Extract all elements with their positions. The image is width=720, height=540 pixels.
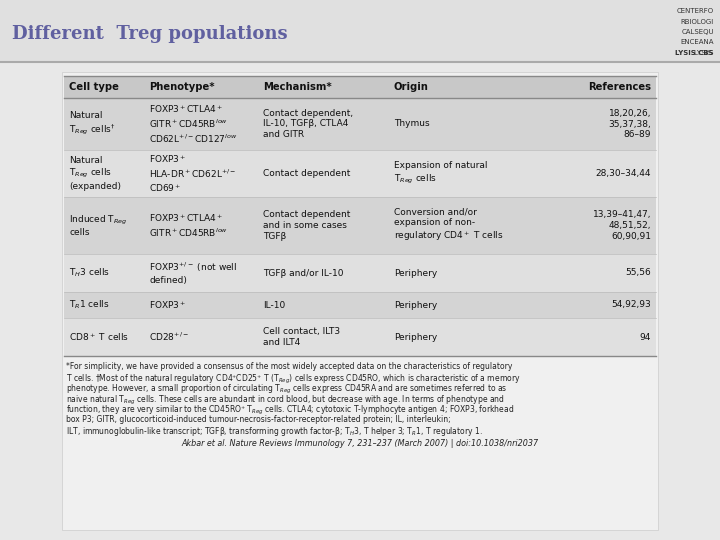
FancyBboxPatch shape	[64, 318, 656, 356]
Text: Contact dependent,
IL-10, TGFβ, CTLA4
and GITR: Contact dependent, IL-10, TGFβ, CTLA4 an…	[263, 109, 353, 139]
Text: Periphery: Periphery	[394, 333, 437, 341]
Text: CENTERFO: CENTERFO	[677, 8, 714, 14]
Text: FOXP3$^+$: FOXP3$^+$	[149, 299, 186, 311]
FancyBboxPatch shape	[64, 292, 656, 318]
Text: CD28$^{+/-}$: CD28$^{+/-}$	[149, 331, 189, 343]
Text: T$_H$3 cells: T$_H$3 cells	[69, 267, 110, 279]
Text: FOXP3$^+$CTLA4$^+$
GITR$^+$CD45RB$^{low}$
CD62L$^{+/-}$CD127$^{low}$: FOXP3$^+$CTLA4$^+$ GITR$^+$CD45RB$^{low}…	[149, 103, 238, 145]
Text: Phenotype*: Phenotype*	[149, 82, 215, 92]
Text: LYSIS: LYSIS	[694, 50, 714, 56]
Text: Induced T$_{Reg}$
cells: Induced T$_{Reg}$ cells	[69, 214, 127, 238]
Text: ENCEANA: ENCEANA	[680, 39, 714, 45]
Text: 13,39–41,47,
48,51,52,
60,90,91: 13,39–41,47, 48,51,52, 60,90,91	[593, 210, 651, 241]
Text: naive natural T$_{Reg}$ cells. These cells are abundant in cord blood, but decre: naive natural T$_{Reg}$ cells. These cel…	[66, 394, 505, 407]
Text: FOXP3$^{+/-}$ (not well
defined): FOXP3$^{+/-}$ (not well defined)	[149, 261, 237, 285]
Text: 55,56: 55,56	[625, 268, 651, 278]
Text: Origin: Origin	[394, 82, 429, 92]
Text: CALSEQU: CALSEQU	[681, 29, 714, 35]
Text: T cells. †Most of the natural regulatory CD4⁺CD25⁺ T (T$_{Reg}$) cells express C: T cells. †Most of the natural regulatory…	[66, 373, 521, 386]
FancyBboxPatch shape	[62, 72, 658, 530]
Text: Cell contact, ILT3
and ILT4: Cell contact, ILT3 and ILT4	[263, 327, 340, 347]
Text: IL-10: IL-10	[263, 300, 285, 309]
Text: 54,92,93: 54,92,93	[611, 300, 651, 309]
FancyBboxPatch shape	[64, 197, 656, 254]
FancyBboxPatch shape	[0, 0, 720, 62]
Text: function, they are very similar to the CD45RO⁺ T$_{Reg}$ cells. CTLA4; cytotoxic: function, they are very similar to the C…	[66, 404, 514, 417]
Text: Periphery: Periphery	[394, 268, 437, 278]
Text: ILT, immunoglobulin-like transcript; TGFβ, transforming growth factor-β; T$_H$3,: ILT, immunoglobulin-like transcript; TGF…	[66, 425, 483, 438]
Text: Thymus: Thymus	[394, 119, 430, 129]
FancyBboxPatch shape	[64, 98, 656, 150]
Text: phenotype. However, a small proportion of circulating T$_{Reg}$ cells express CD: phenotype. However, a small proportion o…	[66, 383, 508, 396]
Text: 94: 94	[639, 333, 651, 341]
Text: *For simplicity, we have provided a consensus of the most widely accepted data o: *For simplicity, we have provided a cons…	[66, 362, 513, 371]
Text: References: References	[588, 82, 651, 92]
Text: Conversion and/or
expansion of non-
regulatory CD4$^+$ T cells: Conversion and/or expansion of non- regu…	[394, 207, 503, 244]
Text: Periphery: Periphery	[394, 300, 437, 309]
Text: 18,20,26,
35,37,38,
86–89: 18,20,26, 35,37,38, 86–89	[608, 109, 651, 139]
Text: Different  Treg populations: Different Treg populations	[12, 25, 287, 43]
Text: FOXP3$^+$CTLA4$^+$
GITR$^+$CD45RB$^{low}$: FOXP3$^+$CTLA4$^+$ GITR$^+$CD45RB$^{low}…	[149, 212, 228, 239]
Text: LYSIS CBS: LYSIS CBS	[675, 50, 714, 56]
Text: Cell type: Cell type	[69, 82, 119, 92]
Text: CD8$^+$ T cells: CD8$^+$ T cells	[69, 331, 129, 343]
FancyBboxPatch shape	[64, 254, 656, 292]
FancyBboxPatch shape	[64, 76, 656, 98]
Text: RBIOLOGI: RBIOLOGI	[680, 18, 714, 24]
Text: Mechanism*: Mechanism*	[263, 82, 332, 92]
Text: T$_R$1 cells: T$_R$1 cells	[69, 299, 109, 311]
Text: Contact dependent: Contact dependent	[263, 169, 351, 178]
Text: Contact dependent
and in some cases
TGFβ: Contact dependent and in some cases TGFβ	[263, 210, 351, 241]
Text: Natural
T$_{Reg}$ cells$^{\dagger}$: Natural T$_{Reg}$ cells$^{\dagger}$	[69, 111, 115, 137]
Text: FOXP3$^+$
HLA-DR$^+$CD62L$^{+/-}$
CD69$^+$: FOXP3$^+$ HLA-DR$^+$CD62L$^{+/-}$ CD69$^…	[149, 153, 236, 194]
Text: Natural
T$_{Reg}$ cells
(expanded): Natural T$_{Reg}$ cells (expanded)	[69, 156, 121, 191]
Text: box P3; GITR, glucocorticoid-induced tumour-necrosis-factor-receptor-related pro: box P3; GITR, glucocorticoid-induced tum…	[66, 415, 451, 423]
Text: TGFβ and/or IL-10: TGFβ and/or IL-10	[263, 268, 343, 278]
Text: Expansion of natural
T$_{Reg}$ cells: Expansion of natural T$_{Reg}$ cells	[394, 161, 487, 186]
Text: 28,30–34,44: 28,30–34,44	[595, 169, 651, 178]
Text: Akbar et al. Nature Reviews Immunology 7, 231–237 (March 2007) | doi:10.1038/nri: Akbar et al. Nature Reviews Immunology 7…	[181, 438, 539, 448]
FancyBboxPatch shape	[64, 150, 656, 197]
